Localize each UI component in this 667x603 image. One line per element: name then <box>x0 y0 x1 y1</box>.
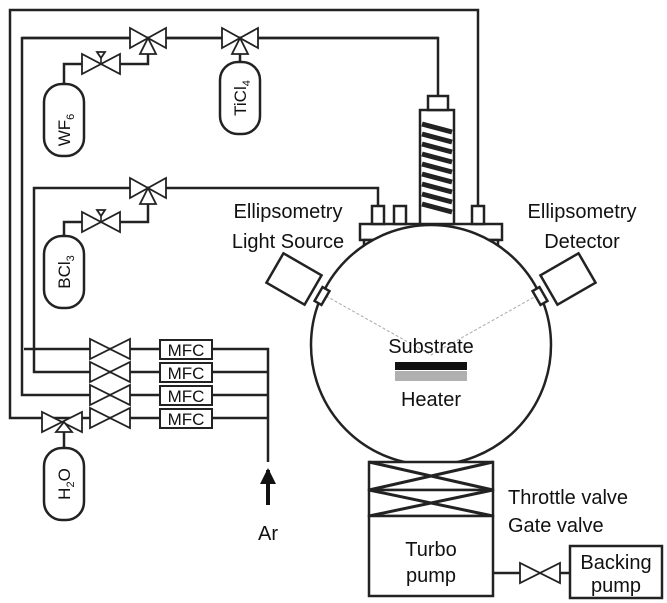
foreline-valve[interactable] <box>519 561 561 585</box>
h2o-subscript: 2 <box>65 481 77 487</box>
lid-port <box>370 204 386 226</box>
gate-valve-icon <box>368 488 494 518</box>
wf6-feed-line <box>62 62 82 84</box>
ticl4-label: TiCl <box>231 86 250 116</box>
bcl3-label: BCl <box>55 261 74 288</box>
heater <box>395 371 467 381</box>
ar-manifold-line <box>212 347 270 462</box>
turbo-pump <box>367 514 495 598</box>
ticl4-three-way-valve[interactable] <box>221 26 259 55</box>
pumps: Turbo pump Backing pump <box>367 514 664 600</box>
detector-label-line2: Detector <box>544 231 620 253</box>
coil-cap <box>426 94 450 112</box>
svg-text:H2O: H2O <box>55 468 77 500</box>
reactor-chamber: Substrate Heater <box>264 94 598 467</box>
bcl3-feed-line <box>62 220 82 236</box>
ticl4-subscript: 4 <box>241 80 253 86</box>
outer-gas-line <box>8 8 480 420</box>
ellipsometry-beam <box>325 295 537 356</box>
bcl3-upper-line <box>166 186 380 208</box>
h2o-label: H <box>55 488 74 500</box>
valve-row-2[interactable] <box>89 360 131 384</box>
svg-text:WF6: WF6 <box>55 114 77 147</box>
coil-icon <box>421 121 453 215</box>
valve-row-1[interactable] <box>89 337 131 361</box>
throttle-valve-icon <box>368 460 494 492</box>
throttle-gate-valves: Throttle valve Gate valve <box>367 460 628 537</box>
mfc-label: MFC <box>168 364 205 383</box>
turbo-pump-label-line2: pump <box>406 565 456 587</box>
light-source-label-line2: Light Source <box>232 231 344 253</box>
wf6-cylinder: WF6 <box>42 82 86 158</box>
wf6-needle-valve[interactable] <box>81 51 121 76</box>
h2o-tail: O <box>55 468 74 481</box>
heater-label: Heater <box>401 389 461 411</box>
valve-row-3[interactable] <box>89 383 131 407</box>
bcl3-needle-valve[interactable] <box>81 209 121 234</box>
h2o-valve[interactable] <box>41 410 83 434</box>
bcl3-three-way-valve[interactable] <box>129 176 167 205</box>
ar-arrow-head <box>260 468 276 484</box>
light-source-port <box>264 251 332 307</box>
mfc-boxes: MFC MFC MFC MFC <box>159 339 213 429</box>
bcl3-cylinder: BCl3 <box>42 234 86 310</box>
lid-port <box>392 204 408 226</box>
wf6-label: WF <box>55 120 74 146</box>
substrate-label: Substrate <box>388 336 474 358</box>
backing-pump-label-line1: Backing <box>580 552 651 574</box>
svg-text:BCl3: BCl3 <box>55 255 77 289</box>
mfc-row-valves <box>41 337 131 434</box>
bcl3-subscript: 3 <box>65 255 77 261</box>
ar-inlet: Ar <box>258 468 278 545</box>
mfc-label: MFC <box>168 410 205 429</box>
mfc-label: MFC <box>168 387 205 406</box>
turbo-pump-label-line1: Turbo <box>405 539 457 561</box>
detector-label-line1: Ellipsometry <box>528 201 637 223</box>
mfc-out-lines <box>212 370 268 420</box>
ticl4-cylinder: TiCl4 <box>218 60 262 136</box>
detector-port <box>530 251 598 307</box>
backing-pump-label-line2: pump <box>591 575 641 597</box>
precursor-valves <box>81 26 259 234</box>
light-source-label-line1: Ellipsometry <box>234 201 343 223</box>
bcl3-branch-line <box>120 198 150 224</box>
h2o-cylinder: H2O <box>42 446 86 522</box>
gate-valve-label: Gate valve <box>508 515 604 537</box>
backing-pump <box>568 544 664 600</box>
valve-row-4[interactable] <box>89 406 131 430</box>
ar-label: Ar <box>258 523 278 545</box>
throttle-valve-label: Throttle valve <box>508 487 628 509</box>
wf6-three-way-valve[interactable] <box>129 26 167 55</box>
mfc-label: MFC <box>168 341 205 360</box>
lid-port <box>470 204 486 226</box>
gas-cylinders: WF6 TiCl4 BCl3 H2O <box>42 60 262 522</box>
substrate <box>395 362 467 370</box>
wf6-subscript: 6 <box>65 114 77 120</box>
svg-text:TiCl4: TiCl4 <box>231 80 253 116</box>
